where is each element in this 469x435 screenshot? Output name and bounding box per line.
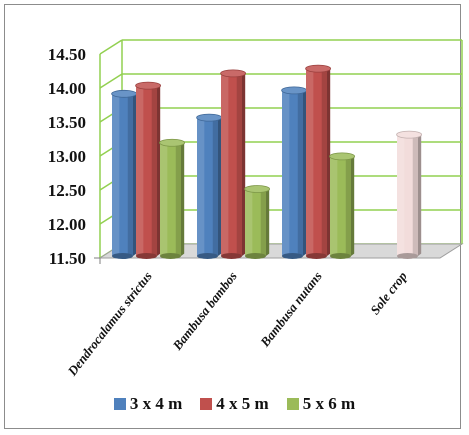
bar-0-0 [111,89,137,259]
bar-extra-0-base [397,253,418,259]
category-label-layer: Dendrocalamus strictus Bambusa bambos Bamb… [64,268,410,379]
bar-1-1 [220,69,247,259]
bar-1-2-shadow [321,69,327,256]
bar-0-2-highlight [282,91,290,257]
bar-extra-0-cap [396,130,423,139]
y-tick-label: 14.50 [48,45,86,64]
bar-2-1-base [245,253,266,259]
bar-1-0-highlight [136,86,144,256]
bar-extra-0-shadow [412,135,418,256]
bar-1-1-base [221,253,242,259]
bar-2-2-side [351,154,355,256]
legend-swatch-series-2 [286,398,299,410]
legend-label-series-2: 5 x 6 m [302,394,356,413]
category-label: Bambusa bambos [169,269,240,354]
legend-label-series-0: 3 x 4 m [129,394,183,413]
bar-2-0-side [181,141,185,256]
bar-0-1-cap [196,113,223,122]
bar-1-2-base [306,253,327,259]
bar-1-0-base [136,253,157,259]
bar-extra-0-highlight [397,135,405,256]
bar-1-0-side [157,84,161,257]
bar-1-0 [135,81,162,259]
bar-2-2 [329,152,356,259]
bar-0-0-cap [111,89,137,98]
legend: 3 x 4 m 4 x 5 m 5 x 6 m [0,394,469,414]
bar-2-0-highlight [160,143,168,256]
bar-extra-0-side [418,133,422,256]
bar-2-2-highlight [330,157,338,256]
y-tick-label: 12.00 [48,215,86,234]
bar-0-1 [196,113,223,259]
category-label: Sole crop [367,268,410,317]
bar-0-2 [281,86,308,259]
bar-1-1-highlight [221,74,229,257]
bar-layer [111,64,423,259]
bar-1-1-shadow [236,74,242,257]
legend-label-series-1: 4 x 5 m [216,394,269,413]
legend-item-series-1: 4 x 5 m [200,394,269,414]
bar-2-1-shadow [260,190,266,256]
bar-0-0-side [133,92,137,257]
bar-1-1-side [242,72,246,256]
legend-item-series-2: 5 x 6 m [286,394,356,414]
bar-0-0-highlight [112,94,120,256]
bar-0-1-side [218,116,222,256]
bar-1-1-cap [220,69,247,78]
y-tick-label: 12.50 [48,181,86,200]
bar-2-0-base [160,253,181,259]
bar-0-0-shadow [127,94,133,256]
bar-1-2-highlight [306,69,314,256]
legend-swatch-series-0 [113,398,126,410]
bar-2-1 [244,185,271,259]
bar-chart: 14.50 14.00 13.50 13.00 12.50 12.00 11.50 Dend… [48,39,464,379]
bar-2-1-highlight [245,190,253,256]
y-tick-label: 13.00 [48,147,86,166]
bar-2-2-cap [329,152,356,161]
bar-0-2-shadow [297,91,303,257]
bar-2-2-shadow [345,157,351,256]
y-tick-label: 14.00 [48,79,86,98]
bar-0-1-base [197,253,218,259]
y-tick-layer: 14.50 14.00 13.50 13.00 12.50 12.00 11.50 [48,45,86,268]
legend-item-series-0: 3 x 4 m [113,394,183,414]
bar-0-1-shadow [212,118,218,256]
y-tick-label: 11.50 [49,249,86,268]
bar-2-0-cap [159,138,186,147]
category-label: Dendrocalamus strictus [64,269,155,379]
bar-2-0-shadow [175,143,181,256]
bar-0-2-base [282,253,303,259]
bar-0-1-highlight [197,118,205,256]
bar-1-2 [305,64,332,259]
bar-0-0-base [112,253,133,259]
bar-0-2-cap [281,86,308,95]
gridline-diag [99,73,123,89]
y-tick-label: 13.50 [48,113,86,132]
bar-1-2-side [327,67,331,257]
gridline-diag [99,39,123,55]
bar-2-1-cap [244,185,271,193]
bar-2-1-side [266,187,270,256]
bar-2-0 [159,138,186,259]
bar-2-2-base [330,253,351,259]
bar-1-0-cap [135,81,162,90]
bar-1-0-shadow [151,86,157,256]
bar-0-2-side [303,89,307,256]
legend-swatch-series-1 [200,398,213,410]
category-label: Bambusa nutans [257,269,325,350]
bar-extra-0 [396,130,423,259]
bar-1-2-cap [305,64,332,73]
